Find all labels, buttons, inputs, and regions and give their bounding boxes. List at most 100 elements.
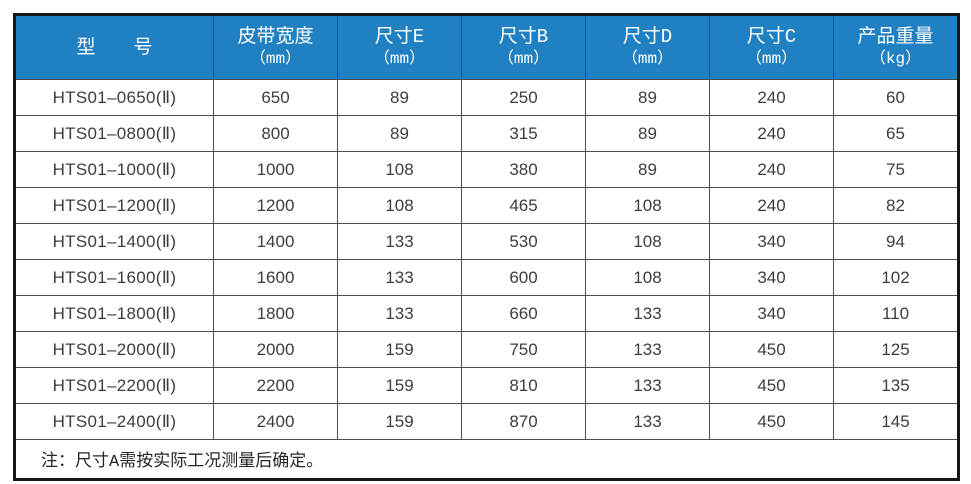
cell-model: HTS01–1600(Ⅱ): [14, 259, 214, 296]
table-row: HTS01–1000(Ⅱ) 1000 108 380 89 240 75: [14, 151, 959, 188]
column-header-unit: （mm）: [621, 50, 674, 68]
cell-model: HTS01–2200(Ⅱ): [14, 367, 214, 404]
note-row: 注：尺寸A需按实际工况测量后确定。: [14, 439, 959, 480]
cell-value: 660: [461, 295, 586, 332]
column-header-unit: （mm）: [745, 50, 798, 68]
column-header-label: 型 号: [76, 36, 153, 59]
cell-value: 89: [337, 115, 462, 152]
cell-model: HTS01–2400(Ⅱ): [14, 403, 214, 440]
cell-value: 108: [337, 151, 462, 188]
cell-value: 135: [833, 367, 959, 404]
cell-value: 465: [461, 187, 586, 224]
table-row: HTS01–2000(Ⅱ) 2000 159 750 133 450 125: [14, 331, 959, 368]
cell-value: 110: [833, 295, 959, 332]
cell-value: 450: [709, 367, 834, 404]
column-header-1: 皮带宽度 （mm）: [213, 14, 338, 80]
cell-value: 108: [585, 259, 710, 296]
cell-value: 340: [709, 295, 834, 332]
cell-value: 108: [585, 223, 710, 260]
cell-value: 240: [709, 151, 834, 188]
cell-value: 145: [833, 403, 959, 440]
cell-value: 315: [461, 115, 586, 152]
table-row: HTS01–0800(Ⅱ) 800 89 315 89 240 65: [14, 115, 959, 152]
cell-value: 82: [833, 187, 959, 224]
cell-value: 159: [337, 403, 462, 440]
cell-value: 2200: [213, 367, 338, 404]
cell-value: 108: [585, 187, 710, 224]
column-header-label: 产品重量: [857, 26, 934, 48]
column-header-0: 型 号: [14, 14, 214, 80]
column-header-label: 尺寸B: [498, 26, 549, 48]
cell-value: 380: [461, 151, 586, 188]
column-header-2: 尺寸E （mm）: [337, 14, 462, 80]
cell-value: 750: [461, 331, 586, 368]
column-header-label: 皮带宽度: [237, 26, 314, 48]
cell-value: 650: [213, 79, 338, 116]
cell-value: 1400: [213, 223, 338, 260]
cell-value: 89: [585, 151, 710, 188]
cell-value: 450: [709, 331, 834, 368]
cell-value: 250: [461, 79, 586, 116]
cell-value: 75: [833, 151, 959, 188]
cell-model: HTS01–0800(Ⅱ): [14, 115, 214, 152]
table-row: HTS01–1400(Ⅱ) 1400 133 530 108 340 94: [14, 223, 959, 260]
cell-value: 108: [337, 187, 462, 224]
column-header-6: 产品重量 （kg）: [833, 14, 959, 80]
cell-value: 133: [585, 367, 710, 404]
column-header-label: 尺寸C: [746, 26, 797, 48]
cell-model: HTS01–0650(Ⅱ): [14, 79, 214, 116]
column-header-unit: （mm）: [373, 50, 426, 68]
table-row: HTS01–0650(Ⅱ) 650 89 250 89 240 60: [14, 79, 959, 116]
product-spec-table: 型 号 皮带宽度 （mm） 尺寸E （mm） 尺寸B （mm） 尺寸D （mm） 尺寸C （mm） 产…: [13, 13, 960, 481]
cell-value: 133: [337, 295, 462, 332]
column-header-unit: （mm）: [497, 50, 550, 68]
cell-value: 2000: [213, 331, 338, 368]
column-header-unit: （kg）: [869, 50, 922, 68]
cell-value: 89: [585, 79, 710, 116]
cell-model: HTS01–1000(Ⅱ): [14, 151, 214, 188]
cell-value: 1200: [213, 187, 338, 224]
cell-value: 1000: [213, 151, 338, 188]
table-body: HTS01–0650(Ⅱ) 650 89 250 89 240 60 HTS01–0800(Ⅱ…: [14, 79, 959, 440]
cell-value: 340: [709, 223, 834, 260]
table-row: HTS01–1200(Ⅱ) 1200 108 465 108 240 82: [14, 187, 959, 224]
cell-value: 159: [337, 367, 462, 404]
cell-value: 530: [461, 223, 586, 260]
column-header-5: 尺寸C （mm）: [709, 14, 834, 80]
column-header-3: 尺寸B （mm）: [461, 14, 586, 80]
table-row: HTS01–1600(Ⅱ) 1600 133 600 108 340 102: [14, 259, 959, 296]
column-header-unit: （mm）: [249, 50, 302, 68]
column-header-4: 尺寸D （mm）: [585, 14, 710, 80]
header-row: 型 号 皮带宽度 （mm） 尺寸E （mm） 尺寸B （mm） 尺寸D （mm） 尺寸C （mm） 产…: [14, 14, 959, 80]
cell-value: 870: [461, 403, 586, 440]
cell-value: 133: [585, 331, 710, 368]
column-header-label: 尺寸E: [374, 26, 425, 48]
cell-value: 340: [709, 259, 834, 296]
cell-value: 240: [709, 115, 834, 152]
cell-model: HTS01–1200(Ⅱ): [14, 187, 214, 224]
footnote-text: 注：尺寸A需按实际工况测量后确定。: [14, 439, 959, 480]
table-row: HTS01–2200(Ⅱ) 2200 159 810 133 450 135: [14, 367, 959, 404]
table-header: 型 号 皮带宽度 （mm） 尺寸E （mm） 尺寸B （mm） 尺寸D （mm） 尺寸C （mm） 产…: [14, 14, 959, 80]
cell-value: 159: [337, 331, 462, 368]
cell-value: 94: [833, 223, 959, 260]
cell-value: 133: [585, 403, 710, 440]
cell-value: 89: [337, 79, 462, 116]
cell-model: HTS01–1400(Ⅱ): [14, 223, 214, 260]
cell-value: 133: [337, 259, 462, 296]
table-row: HTS01–1800(Ⅱ) 1800 133 660 133 340 110: [14, 295, 959, 332]
cell-value: 102: [833, 259, 959, 296]
column-header-label: 尺寸D: [622, 26, 673, 48]
cell-value: 125: [833, 331, 959, 368]
table-footer: 注：尺寸A需按实际工况测量后确定。: [14, 439, 959, 480]
table-row: HTS01–2400(Ⅱ) 2400 159 870 133 450 145: [14, 403, 959, 440]
cell-value: 60: [833, 79, 959, 116]
cell-model: HTS01–1800(Ⅱ): [14, 295, 214, 332]
cell-value: 2400: [213, 403, 338, 440]
cell-value: 800: [213, 115, 338, 152]
cell-value: 89: [585, 115, 710, 152]
cell-value: 133: [337, 223, 462, 260]
cell-value: 133: [585, 295, 710, 332]
cell-value: 600: [461, 259, 586, 296]
cell-value: 1800: [213, 295, 338, 332]
